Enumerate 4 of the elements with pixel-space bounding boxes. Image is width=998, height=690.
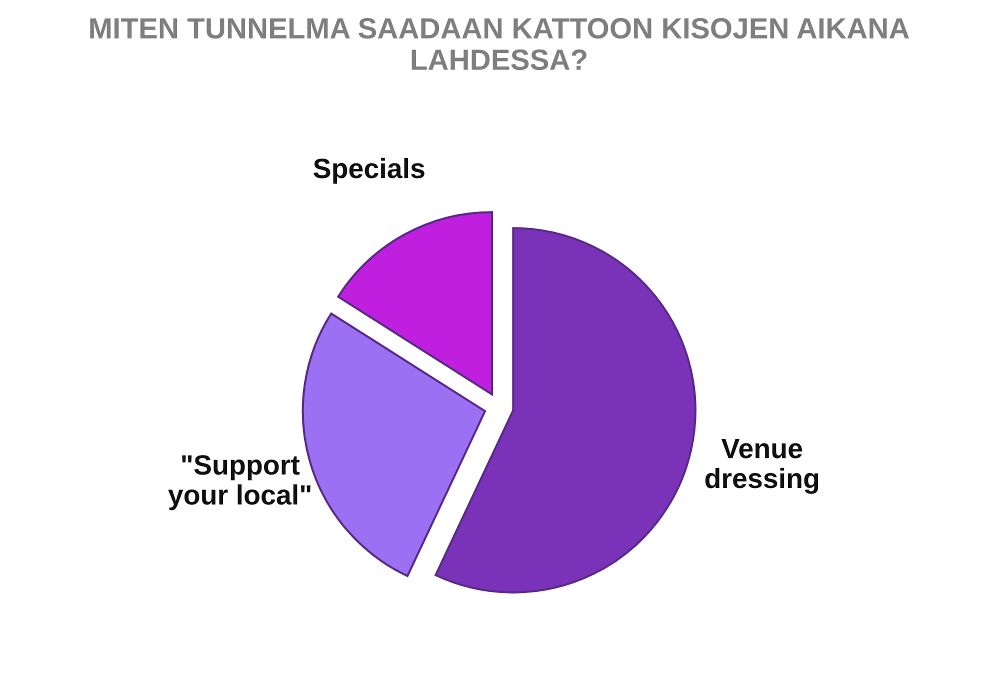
slice-label: Specials (314, 158, 424, 184)
chart-title: MITEN TUNNELMA SAADAAN KATTOON KISOJEN AIKANA LAHDESSA? (90, 18, 909, 70)
slice-label: Venue dressing (705, 438, 818, 494)
slice-label: "Support your local" (168, 455, 310, 510)
